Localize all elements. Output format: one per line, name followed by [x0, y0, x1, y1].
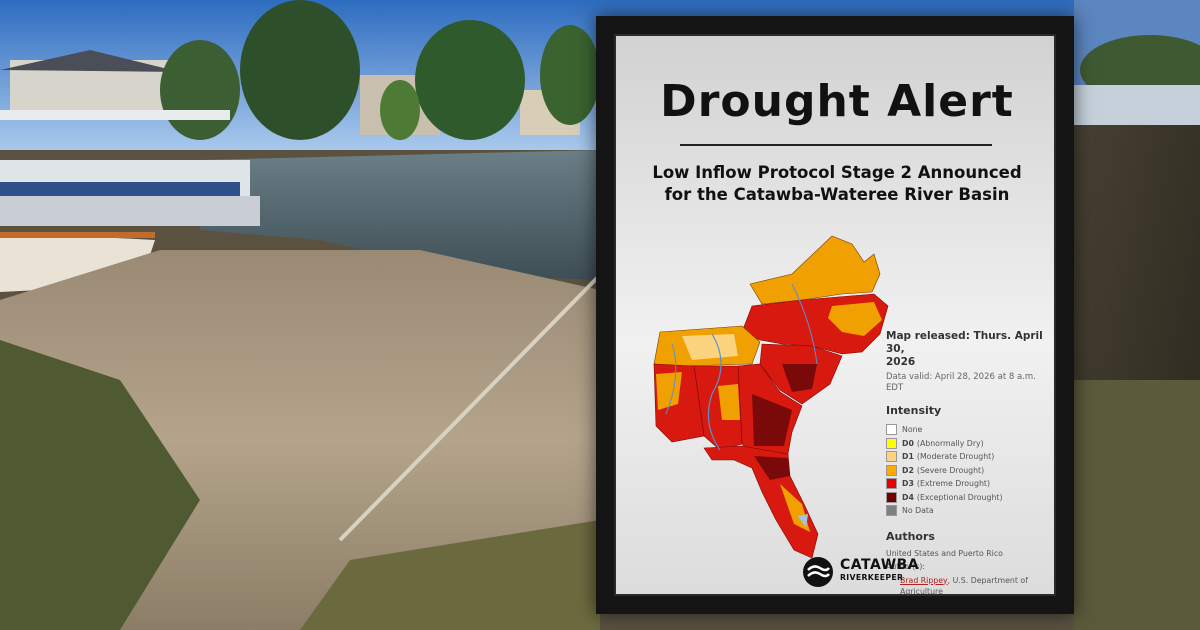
legend-swatch [886, 505, 897, 517]
intensity-legend: None D0 (Abnormally Dry) D1 (Moderate Drough… [886, 423, 1056, 518]
data-valid-line-1: Data valid: April 28, 2026 at 8 a.m. [886, 372, 1036, 382]
legend-code: D4 [902, 492, 914, 502]
authors-label: Author(s): [886, 561, 926, 571]
author-entry: Brad Rippey, U.S. Department of Agricult… [886, 575, 1030, 597]
subtitle-line-1: Low Inflow Protocol Stage 2 Announced [652, 163, 1022, 182]
drought-map [653, 235, 889, 559]
poster-title: Drought Alert [660, 76, 1014, 127]
authors-heading: Authors [886, 529, 935, 543]
drought-alert-poster: Drought Alert Low Inflow Protocol Stage … [596, 16, 1074, 614]
riverkeeper-emblem-icon [803, 557, 833, 587]
legend-code: D1 [902, 452, 914, 462]
poster-subtitle: Low Inflow Protocol Stage 2 Announced fo… [616, 162, 1058, 206]
legend-swatch [886, 424, 897, 436]
legend-label: (Exceptional Drought) [916, 492, 1003, 502]
legend-swatch [886, 478, 897, 490]
data-valid-line-2: EDT [886, 383, 904, 393]
legend-code: D0 [902, 438, 914, 448]
legend-row: D4 (Exceptional Drought) [886, 491, 1056, 505]
logo-wordmark-line-2: RIVERKEEPER [840, 573, 904, 582]
legend-label: (Moderate Drought) [916, 452, 995, 462]
data-valid-text: Data valid: April 28, 2026 at 8 a.m. EDT [886, 372, 1056, 394]
legend-swatch [886, 437, 897, 449]
author-link[interactable]: Brad Rippey [900, 575, 948, 585]
author-affiliation: , U.S. Department of Agriculture [900, 575, 1028, 596]
legend-row: D1 (Moderate Drought) [886, 450, 1056, 464]
authors-organization: United States and Puerto Rico [886, 548, 1003, 558]
poster-panel: Drought Alert Low Inflow Protocol Stage … [614, 34, 1056, 596]
subtitle-line-2: for the Catawba-Wateree River Basin [664, 185, 1010, 204]
legend-label: (Extreme Drought) [916, 479, 990, 489]
legend-swatch [886, 491, 897, 503]
legend-swatch [886, 464, 897, 476]
logo-wordmark-line-1: CATAWBA [840, 557, 920, 573]
map-info-panel: Map released: Thurs. April 30, 2026 Data… [886, 330, 1056, 597]
catawba-riverkeeper-logo: CATAWBA RIVERKEEPER [802, 556, 919, 588]
legend-row: D2 (Severe Drought) [886, 464, 1056, 478]
title-divider [680, 144, 992, 146]
legend-row: No Data [886, 504, 1056, 518]
legend-swatch [886, 451, 897, 463]
legend-code: D2 [902, 465, 914, 475]
legend-row: D3 (Extreme Drought) [886, 477, 1056, 491]
legend-label: (Abnormally Dry) [916, 438, 984, 448]
legend-label: (Severe Drought) [916, 465, 985, 475]
legend-code: D3 [902, 479, 914, 489]
intensity-heading: Intensity [886, 404, 942, 417]
map-released-text: Map released: Thurs. April 30, 2026 [886, 330, 1056, 369]
legend-row: D0 (Abnormally Dry) [886, 437, 1056, 451]
map-region-virginia [749, 235, 881, 305]
legend-row: None [886, 423, 1056, 437]
map-released-line-2: 2026 [886, 356, 916, 368]
map-released-line-1: Map released: Thurs. April 30, [886, 330, 1043, 355]
legend-label: None [902, 425, 923, 435]
legend-label: No Data [902, 506, 934, 516]
